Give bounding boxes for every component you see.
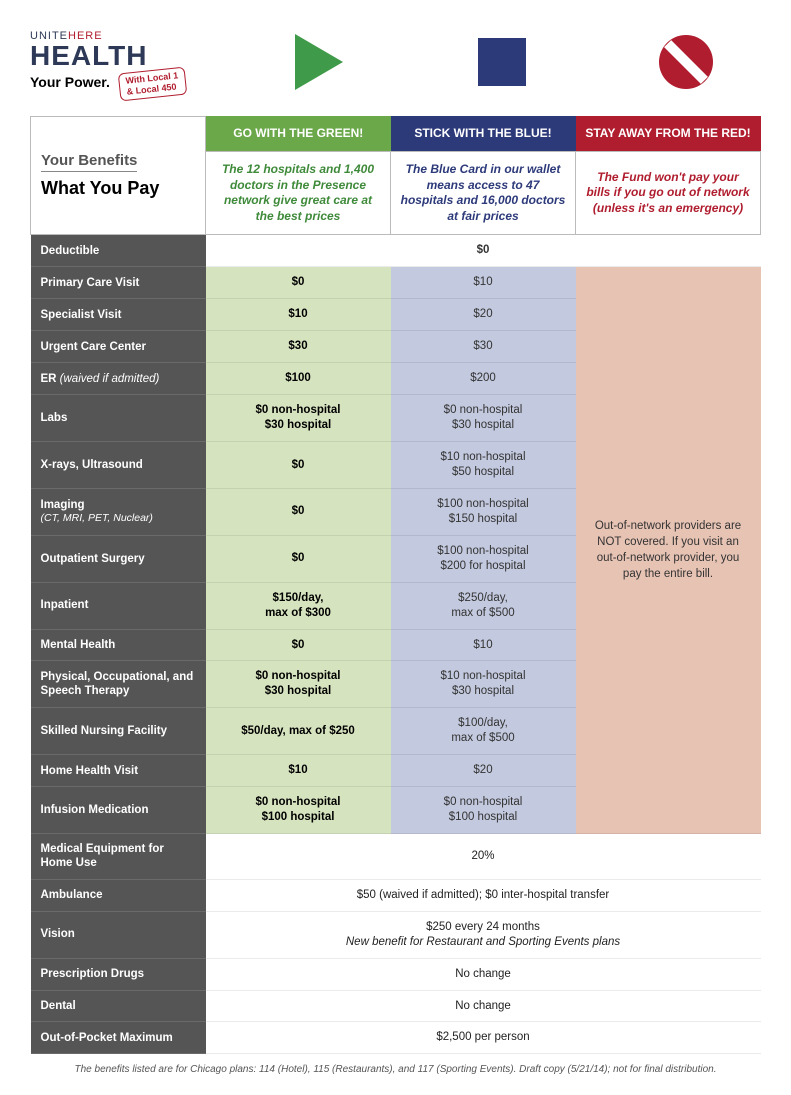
- benefits-table: Your Benefits What You Pay GO WITH THE G…: [30, 116, 761, 1055]
- logo-block: UNITEHERE HEALTH Your Power. With Local …: [30, 30, 210, 98]
- tagline-blue: The Blue Card in our wallet means access…: [391, 152, 576, 235]
- cell-blue: $10 non-hospital$30 hospital: [391, 661, 576, 708]
- cell-blue: $10: [391, 267, 576, 299]
- cell-green: $0: [206, 629, 391, 661]
- row-label: Medical Equipment for Home Use: [31, 834, 206, 880]
- row-label: Skilled Nursing Facility: [31, 708, 206, 755]
- tagline-green: The 12 hospitals and 1,400 doctors in th…: [206, 152, 391, 235]
- cell-green: $0: [206, 267, 391, 299]
- cell-blue: $200: [391, 363, 576, 395]
- cell-blue: $20: [391, 299, 576, 331]
- row-label: Mental Health: [31, 629, 206, 661]
- cell-span: $2,500 per person: [206, 1022, 761, 1054]
- cell-green: $0 non-hospital$30 hospital: [206, 661, 391, 708]
- header-red: STAY AWAY FROM THE RED!: [576, 116, 761, 152]
- what-you-pay-label: What You Pay: [41, 178, 195, 199]
- logo-tagline-row: Your Power. With Local 1 & Local 450: [30, 70, 210, 98]
- row-label: Specialist Visit: [31, 299, 206, 331]
- cell-span: 20%: [206, 834, 761, 880]
- row-label: Ambulance: [31, 879, 206, 911]
- logo-tagline: Your Power.: [30, 74, 110, 90]
- blue-square-icon: [478, 38, 526, 86]
- cell-green: $30: [206, 331, 391, 363]
- row-label: Imaging(CT, MRI, PET, Nuclear): [31, 488, 206, 535]
- cell-green: $0: [206, 488, 391, 535]
- cell-blue: $100/day,max of $500: [391, 708, 576, 755]
- corner-cell: Your Benefits What You Pay: [31, 116, 206, 235]
- no-entry-icon: [659, 35, 713, 89]
- cell-span: No change: [206, 990, 761, 1022]
- row-label: Prescription Drugs: [31, 958, 206, 990]
- play-triangle-icon: [295, 34, 343, 90]
- header-blue: STICK WITH THE BLUE!: [391, 116, 576, 152]
- red-out-of-network-block: Out-of-network providers are NOT covered…: [576, 267, 761, 834]
- cell-span: No change: [206, 958, 761, 990]
- green-icon-slot: [244, 34, 394, 93]
- cell-blue: $0 non-hospital$30 hospital: [391, 395, 576, 442]
- cell-green: $100: [206, 363, 391, 395]
- cell-blue: $250/day,max of $500: [391, 582, 576, 629]
- cell-blue: $100 non-hospital$150 hospital: [391, 488, 576, 535]
- cell-green: $50/day, max of $250: [206, 708, 391, 755]
- cell-green: $0 non-hospital$100 hospital: [206, 787, 391, 834]
- cell-green: $0: [206, 442, 391, 489]
- page-header: UNITEHERE HEALTH Your Power. With Local …: [30, 30, 761, 98]
- cell-blue: $10 non-hospital$50 hospital: [391, 442, 576, 489]
- your-benefits-label: Your Benefits: [41, 152, 137, 172]
- cell-green: $0 non-hospital$30 hospital: [206, 395, 391, 442]
- row-deductible-label: Deductible: [31, 235, 206, 267]
- cell-span: $50 (waived if admitted); $0 inter-hospi…: [206, 879, 761, 911]
- cell-blue: $20: [391, 755, 576, 787]
- tagline-red: The Fund won't pay your bills if you go …: [576, 152, 761, 235]
- row-deductible-value: $0: [206, 235, 761, 267]
- row-label: Out-of-Pocket Maximum: [31, 1022, 206, 1054]
- red-icon-slot: [611, 35, 761, 92]
- cell-blue: $30: [391, 331, 576, 363]
- row-label: Dental: [31, 990, 206, 1022]
- cell-blue: $0 non-hospital$100 hospital: [391, 787, 576, 834]
- header-green: GO WITH THE GREEN!: [206, 116, 391, 152]
- cell-blue: $100 non-hospital$200 for hospital: [391, 535, 576, 582]
- row-label: Vision: [31, 911, 206, 958]
- cell-green: $10: [206, 755, 391, 787]
- footnote: The benefits listed are for Chicago plan…: [30, 1064, 761, 1075]
- blue-icon-slot: [427, 38, 577, 89]
- row-label: Outpatient Surgery: [31, 535, 206, 582]
- row-label: Primary Care Visit: [31, 267, 206, 299]
- row-label: Urgent Care Center: [31, 331, 206, 363]
- row-label: Physical, Occupational, and Speech Thera…: [31, 661, 206, 708]
- row-label: X-rays, Ultrasound: [31, 442, 206, 489]
- row-label: ER (waived if admitted): [31, 363, 206, 395]
- logo-health: HEALTH: [30, 42, 210, 70]
- row-label: Home Health Visit: [31, 755, 206, 787]
- row-label: Labs: [31, 395, 206, 442]
- cell-green: $10: [206, 299, 391, 331]
- cell-green: $150/day,max of $300: [206, 582, 391, 629]
- local-stamp: With Local 1 & Local 450: [118, 67, 187, 101]
- row-label: Inpatient: [31, 582, 206, 629]
- cell-green: $0: [206, 535, 391, 582]
- cell-span: $250 every 24 monthsNew benefit for Rest…: [206, 911, 761, 958]
- row-label: Infusion Medication: [31, 787, 206, 834]
- cell-blue: $10: [391, 629, 576, 661]
